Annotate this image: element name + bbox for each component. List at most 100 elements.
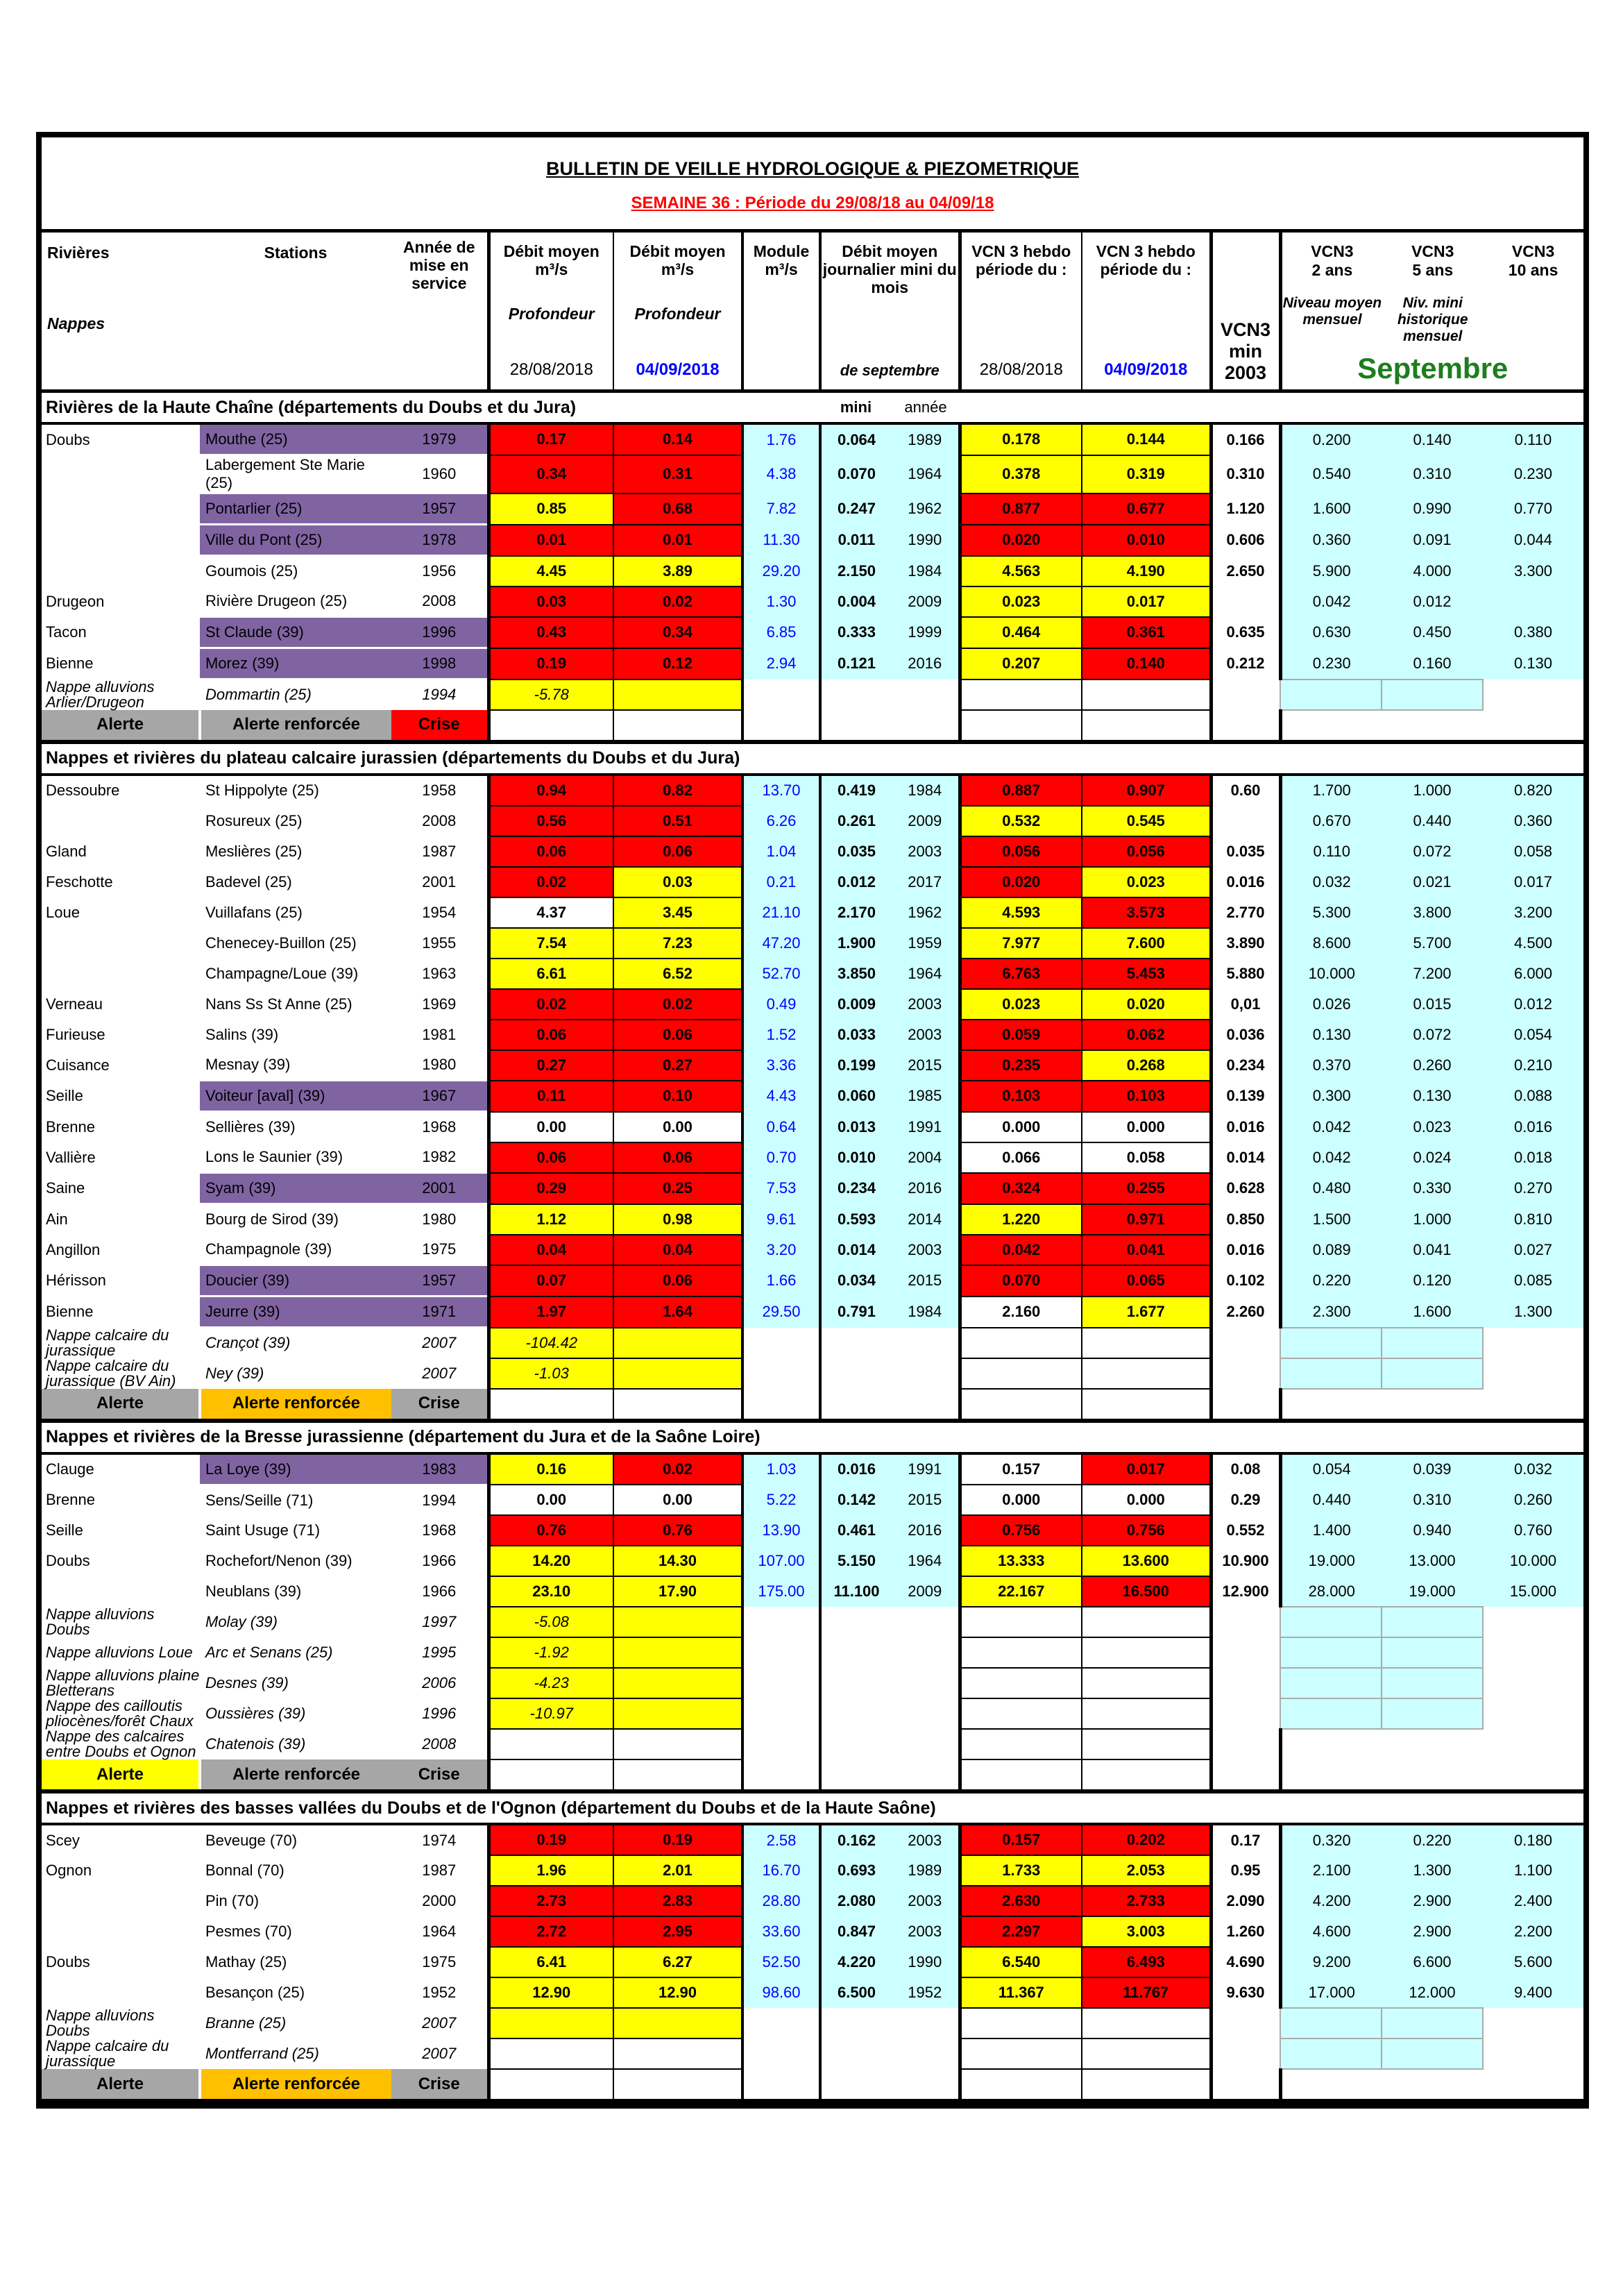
vcn3-min-2003-value: 9.630 [1226,1984,1265,2001]
station-name: Rosureux (25) [205,811,303,829]
mini-du-mois-value: 0.791 [819,1296,892,1328]
debit-moyen-2808: -104.42 [486,1326,614,1359]
table-row: Gland Meslières (25) 1987 0.06 0.06 1.04 0.035… [42,835,1584,868]
module-value: 29.20 [742,555,820,586]
vcn3-2ans-value: 4.200 [1278,1886,1382,1916]
mini-du-mois-value: 0.333 [819,616,892,648]
section-title: Nappes et rivières du plateau calcaire j… [42,740,1584,776]
station-name: Mouthe (25) [200,422,391,456]
vcn3-2ans-value: 0.054 [1278,1453,1382,1485]
mini-du-mois-value: 0.234 [819,1172,892,1204]
debit-moyen-2808 [486,1728,614,1760]
legend-spacer [958,709,1083,744]
year-in-service: 2007 [422,2014,457,2032]
river-name: Bienne [46,655,94,672]
debit-moyen-0409: 14.30 [613,1545,744,1577]
vcn3-min-2003-value: 1.260 [1226,1923,1265,1940]
mini-du-mois-value: 0.011 [819,524,892,556]
vcn3-hebdo-0409: 0.017 [1082,585,1213,618]
vcn3-min-2003-value: 12.900 [1222,1582,1269,1600]
vcn3-min-2003-value [1211,1328,1280,1358]
debit-moyen-0409: 0.02 [613,988,744,1020]
legend-alerte-renforcee: Alerte renforcée [198,1759,391,1793]
mini-du-mois-annee [892,1729,960,1759]
header-debit-label: Débit moyen m³/s [503,242,600,278]
year-in-service: 1952 [422,1984,457,2001]
river-name: Saine [46,1179,85,1197]
vcn3-min-2003-value: 4.690 [1226,1953,1265,1970]
table-row: Neublans (39) 1966 23.10 17.90 175.00 11.100 2… [42,1576,1584,1607]
vcn3-5ans-value: 0.023 [1382,1111,1484,1142]
debit-moyen-2808: 0.01 [486,523,614,557]
vcn3-10ans-value [1483,1328,1583,1358]
vcn3-5ans-value: 0.330 [1382,1172,1484,1204]
header-debit-label: Débit moyen m³/s [629,242,726,278]
year-in-service: 1996 [422,1705,457,1722]
debit-moyen-0409: 0.31 [613,454,744,494]
table-header-row: Rivières Nappes Stations Année de mise e… [42,233,1584,393]
vcn3-2ans-value: 8.600 [1278,927,1382,959]
legend-spacer [1382,1759,1484,1793]
debit-moyen-0409: 0.27 [613,1049,744,1081]
legend-spacer [486,2069,614,2103]
table-row: Seille Saint Usuge (71) 1968 0.76 0.76 13.90 0… [42,1514,1584,1546]
station-name: Nans Ss St Anne (25) [205,995,352,1013]
mini-du-mois-value [819,1327,892,1358]
station-name: Mathay (25) [205,1953,287,1970]
vcn3-hebdo-0409 [1082,1728,1213,1760]
river-name: Nappe alluvions Doubs [46,2007,155,2039]
vcn3-hebdo-2808: 0.235 [958,1049,1083,1081]
legend-spacer [1082,1759,1213,1793]
station-name: Vuillafans (25) [205,903,303,921]
vcn3-2ans-value: 1.500 [1278,1204,1382,1235]
vcn3-min-2003-value: 3.890 [1226,934,1265,952]
mini-du-mois-value: 2.170 [819,897,892,928]
vcn3-hebdo-2808: 0.178 [958,423,1083,456]
table-row: Loue Vuillafans (25) 1954 4.37 3.45 21.10 2.17… [42,896,1584,929]
vcn3-hebdo-2808: 1.733 [958,1855,1083,1886]
table-row: Nappe calcaire du jurassique (BV Ain) Ney… [42,1357,1583,1390]
mini-du-mois-annee: 2004 [892,1142,960,1173]
legend-spacer [486,1759,614,1793]
table-row: Nappe alluvions Loue Arc et Senans (25) 19… [42,1637,1583,1669]
mini-du-mois-annee: 1985 [892,1080,960,1112]
table-row: Saine Syam (39) 2001 0.29 0.25 7.53 0.234 2016 0… [42,1172,1584,1205]
mini-du-mois-annee: 1964 [892,1546,960,1576]
vcn3-2ans-value: 0.130 [1278,1019,1382,1050]
debit-moyen-0409: 0.06 [613,835,744,868]
table-row: Furieuse Salins (39) 1981 0.06 0.06 1.52 0.033… [42,1018,1584,1051]
year-in-service: 1954 [422,903,457,921]
table-row: Seille Voiteur [aval] (39) 1967 0.11 0.10 4.4… [42,1079,1584,1113]
module-value: 2.94 [742,648,820,679]
year-in-service: 2008 [422,811,457,829]
station-name: Neublans (39) [205,1582,302,1600]
mini-du-mois-annee: 2015 [892,1485,960,1515]
vcn3-2ans-value: 0.220 [1278,1265,1382,1297]
legend-crise: Crise [391,1388,488,1423]
vcn3-2ans-value [1280,2007,1383,2039]
vcn3-2ans-label: VCN3 2 ans [1282,242,1383,280]
river-name: Nappe calcaire du jurassique [46,2037,169,2070]
vcn3-hebdo-0409 [1082,1637,1213,1669]
vcn3-hebdo-0409 [1082,1698,1213,1730]
module-value: 0.49 [742,988,820,1020]
vcn3-5ans-value: 5.700 [1382,927,1484,959]
table-row: Doubs Mathay (25) 1975 6.41 6.27 52.50 4.220 19… [42,1946,1584,1978]
debit-moyen-2808: 12.90 [486,1977,614,2009]
river-name: Drugeon [46,592,105,610]
debit-moyen-0409: 0.02 [613,585,744,618]
legend-spacer [1382,709,1484,744]
vcn3-hebdo-0409: 0.361 [1082,616,1213,649]
legend-alerte: Alerte [42,1388,200,1423]
river-name [42,1576,200,1607]
vcn3-5ans-value: 0.990 [1382,493,1484,525]
station-name: Bourg de Sirod (39) [205,1210,339,1229]
year-in-service: 2006 [422,1674,457,1691]
debit-moyen-0409: 0.12 [613,647,744,680]
vcn3-hebdo-0409: 0.756 [1082,1514,1213,1546]
station-name: Badevel (25) [205,872,292,890]
year-2003-label: 2003 [1224,362,1267,383]
module-value [742,2038,820,2069]
vcn3-2ans-value: 28.000 [1278,1576,1382,1607]
vcn3-hebdo-2808: 11.367 [958,1977,1083,2009]
